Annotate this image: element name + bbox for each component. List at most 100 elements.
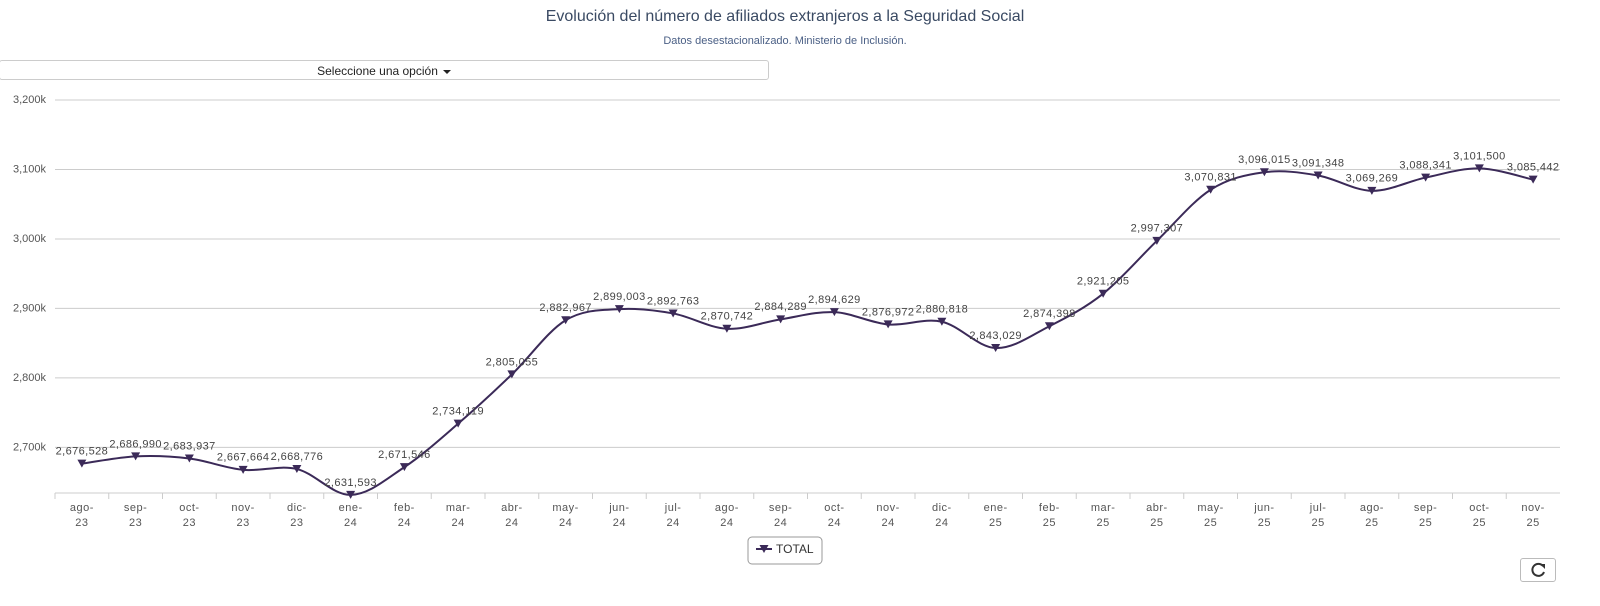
data-label: 3,088,341 — [1399, 159, 1452, 171]
point-marker — [722, 324, 732, 333]
data-label: 3,091,348 — [1292, 157, 1345, 169]
x-tick-label: may-24 — [552, 502, 578, 529]
legend-box[interactable] — [747, 536, 823, 565]
point-marker — [1313, 171, 1323, 180]
data-label: 3,070,831 — [1184, 172, 1237, 184]
x-tick-label: feb-25 — [1039, 502, 1060, 529]
data-label: 2,921,205 — [1077, 276, 1130, 288]
x-tick-label: sep-23 — [124, 502, 147, 529]
x-tick-label: mar-24 — [446, 502, 471, 529]
data-label: 2,683,937 — [163, 440, 216, 452]
legend-marker — [759, 545, 769, 553]
point-marker — [1367, 186, 1377, 195]
chart-subtitle: Datos desestacionalizado. Ministerio de … — [663, 35, 906, 47]
x-tick-label: sep-24 — [769, 502, 792, 529]
x-tick-label: dic-24 — [932, 502, 952, 529]
point-marker — [1259, 168, 1269, 177]
point-marker — [1474, 164, 1484, 173]
chart-title: Evolución del número de afiliados extran… — [546, 8, 1025, 25]
data-label: 2,805,055 — [486, 356, 539, 368]
y-tick-label: 3,200k — [13, 94, 47, 106]
data-label: 2,843,029 — [969, 330, 1022, 342]
point-marker — [776, 315, 786, 324]
refresh-icon — [1531, 562, 1545, 577]
x-tick-label: ago-24 — [715, 502, 739, 529]
x-tick-label: nov-24 — [876, 502, 899, 529]
x-tick-label: abr-25 — [1146, 502, 1168, 529]
x-tick-label: nov-25 — [1521, 502, 1544, 529]
data-label: 2,686,990 — [109, 438, 162, 450]
point-marker — [453, 419, 463, 428]
point-marker — [668, 309, 678, 318]
x-tick-label: sep-25 — [1414, 502, 1437, 529]
data-label: 2,668,776 — [271, 451, 324, 463]
data-label: 3,085,442 — [1507, 161, 1560, 173]
point-marker — [1044, 322, 1054, 331]
x-tick-label: ago-23 — [70, 502, 94, 529]
x-tick-label: oct-23 — [179, 502, 199, 529]
x-tick-label: jul-24 — [664, 502, 682, 529]
x-tick-label: ene-24 — [339, 502, 363, 529]
x-tick-label: jul-25 — [1309, 502, 1327, 529]
data-label: 2,876,972 — [862, 306, 915, 318]
data-label: 3,101,500 — [1453, 150, 1506, 162]
data-label: 2,880,818 — [916, 304, 969, 316]
y-tick-label: 2,900k — [13, 302, 47, 314]
data-label: 2,676,528 — [56, 446, 109, 458]
x-tick-label: feb-24 — [394, 502, 415, 529]
data-label: 3,096,015 — [1238, 154, 1291, 166]
legend-item[interactable]: TOTAL — [756, 542, 814, 556]
data-label: 3,069,269 — [1346, 173, 1399, 185]
point-marker — [829, 308, 839, 317]
series-line — [81, 167, 1534, 496]
x-tick-label: mar-25 — [1091, 502, 1116, 529]
data-label: 2,892,763 — [647, 295, 700, 307]
point-marker — [77, 459, 87, 468]
point-marker — [614, 305, 624, 314]
x-tick-label: may-25 — [1197, 502, 1223, 529]
refresh-button[interactable] — [1520, 558, 1556, 582]
data-label: 2,882,967 — [539, 302, 592, 314]
point-marker — [507, 370, 517, 379]
y-tick-label: 2,800k — [13, 372, 47, 384]
data-label: 2,997,307 — [1131, 223, 1184, 235]
data-label: 2,671,546 — [378, 449, 431, 461]
x-tick-label: jun-25 — [1253, 502, 1274, 529]
x-tick-label: abr-24 — [501, 502, 523, 529]
data-label: 2,667,664 — [217, 452, 270, 464]
point-marker — [1206, 185, 1216, 194]
point-marker — [1098, 289, 1108, 298]
point-marker — [1152, 236, 1162, 245]
point-marker — [184, 454, 194, 463]
point-marker — [937, 317, 947, 326]
y-tick-label: 3,100k — [13, 163, 47, 175]
data-label: 2,734,119 — [432, 406, 484, 418]
dropdown[interactable]: Seleccione una opción — [0, 60, 769, 80]
data-label: 2,894,629 — [808, 294, 861, 306]
point-marker — [292, 465, 302, 474]
point-marker — [883, 320, 893, 329]
y-tick-label: 2,700k — [13, 441, 47, 453]
data-label: 2,870,742 — [701, 311, 754, 323]
x-tick-label: oct-25 — [1469, 502, 1489, 529]
point-marker — [346, 490, 356, 499]
x-tick-label: ene-25 — [984, 502, 1008, 529]
y-tick-label: 3,000k — [13, 233, 47, 245]
point-marker — [1528, 175, 1538, 184]
legend-label: TOTAL — [776, 542, 814, 556]
data-label: 2,874,398 — [1023, 308, 1076, 320]
x-tick-label: nov-23 — [231, 502, 254, 529]
point-marker — [991, 344, 1001, 353]
point-marker — [399, 463, 409, 472]
point-marker — [561, 316, 571, 325]
point-marker — [238, 465, 248, 474]
x-tick-label: oct-24 — [824, 502, 844, 529]
data-label: 2,899,003 — [593, 291, 646, 303]
x-tick-label: dic-23 — [287, 502, 307, 529]
data-label: 2,884,289 — [754, 301, 807, 313]
data-label: 2,631,593 — [324, 477, 377, 489]
x-tick-label: jun-24 — [608, 502, 629, 529]
x-tick-label: ago-25 — [1360, 502, 1384, 529]
